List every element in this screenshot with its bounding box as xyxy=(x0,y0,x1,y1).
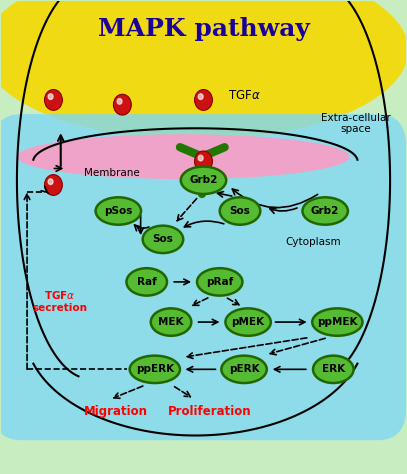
Ellipse shape xyxy=(220,197,260,225)
Text: Proliferation: Proliferation xyxy=(168,405,252,419)
Circle shape xyxy=(48,94,53,100)
Circle shape xyxy=(198,155,203,161)
Text: Raf: Raf xyxy=(137,277,157,287)
Circle shape xyxy=(114,94,131,115)
Text: Sos: Sos xyxy=(230,206,250,216)
Text: TGF$\alpha$
secretion: TGF$\alpha$ secretion xyxy=(32,289,87,312)
Ellipse shape xyxy=(127,268,167,296)
Text: EFGR: EFGR xyxy=(190,178,219,188)
Text: Cytoplasm: Cytoplasm xyxy=(286,237,341,247)
Ellipse shape xyxy=(0,0,407,140)
Ellipse shape xyxy=(225,309,271,336)
Circle shape xyxy=(48,179,53,184)
Text: Migration: Migration xyxy=(84,405,148,419)
Ellipse shape xyxy=(221,356,267,383)
Text: ppMEK: ppMEK xyxy=(317,317,358,327)
Text: ppERK: ppERK xyxy=(136,365,174,374)
Text: Extra-cellular
space: Extra-cellular space xyxy=(321,113,390,134)
Text: pRaf: pRaf xyxy=(206,277,233,287)
Text: ERK: ERK xyxy=(322,365,345,374)
FancyBboxPatch shape xyxy=(0,114,406,440)
Ellipse shape xyxy=(312,309,363,336)
Text: pMEK: pMEK xyxy=(232,317,265,327)
Text: Grb2: Grb2 xyxy=(311,206,339,216)
Ellipse shape xyxy=(197,268,243,296)
Ellipse shape xyxy=(151,309,191,336)
Text: pSos: pSos xyxy=(104,206,133,216)
Text: MEK: MEK xyxy=(158,317,184,327)
Text: Grb2: Grb2 xyxy=(189,175,218,185)
Ellipse shape xyxy=(181,166,226,194)
Ellipse shape xyxy=(17,134,350,179)
Text: Sos: Sos xyxy=(153,234,173,245)
Circle shape xyxy=(195,90,212,110)
Ellipse shape xyxy=(313,356,354,383)
Ellipse shape xyxy=(143,226,183,253)
Ellipse shape xyxy=(302,197,348,225)
Circle shape xyxy=(44,90,62,110)
Circle shape xyxy=(195,151,212,172)
Circle shape xyxy=(44,174,62,195)
Text: MAPK pathway: MAPK pathway xyxy=(98,17,309,41)
Text: pERK: pERK xyxy=(229,365,259,374)
Text: Membrane: Membrane xyxy=(84,168,140,178)
Text: TGF$\alpha$: TGF$\alpha$ xyxy=(228,89,260,102)
Ellipse shape xyxy=(96,197,141,225)
Ellipse shape xyxy=(130,356,180,383)
Circle shape xyxy=(117,99,122,104)
Circle shape xyxy=(198,94,203,100)
